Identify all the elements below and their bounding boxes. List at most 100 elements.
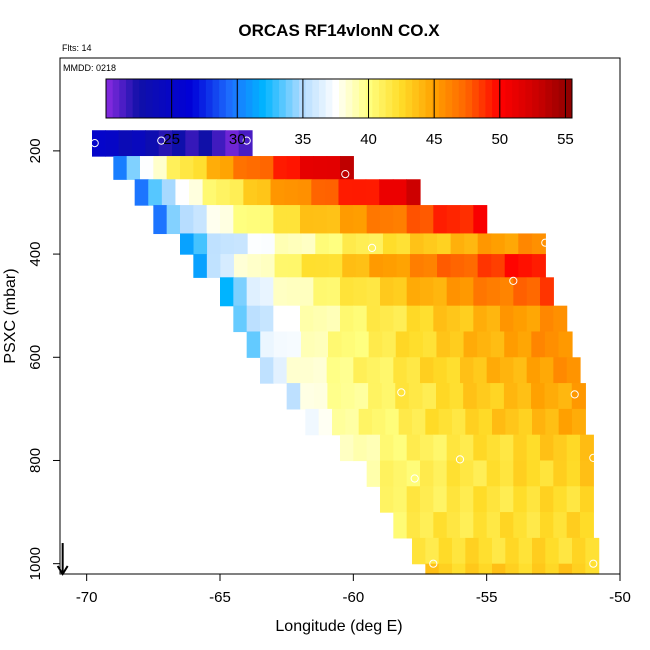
heatmap-cell <box>526 512 541 539</box>
heatmap-cell <box>274 233 289 255</box>
heatmap-cell <box>300 383 315 410</box>
y-tick-label: 1000 <box>27 547 44 580</box>
colorbar-swatch <box>165 79 174 118</box>
heatmap-cell <box>206 254 222 278</box>
heatmap-cell <box>460 277 474 307</box>
heatmap-cell <box>260 331 275 358</box>
colorbar-swatch <box>285 79 293 118</box>
heatmap-cell <box>436 383 451 410</box>
heatmap-cell <box>473 277 488 307</box>
heatmap-cell <box>340 434 354 462</box>
heatmap-cell <box>566 512 581 539</box>
heatmap-cell <box>105 130 120 157</box>
heatmap-cell <box>500 434 514 462</box>
heatmap-cell <box>118 130 133 157</box>
heatmap-cell <box>566 486 581 513</box>
heatmap-cell <box>460 486 474 513</box>
heatmap-cell <box>433 486 448 513</box>
heatmap-cell <box>500 305 514 333</box>
heatmap-cell <box>438 537 453 565</box>
heatmap-cell <box>433 434 448 462</box>
heatmap-cell <box>353 277 368 307</box>
heatmap-cell <box>526 434 541 462</box>
heatmap-cell <box>460 305 474 333</box>
heatmap-cell <box>314 331 329 358</box>
heatmap-cell <box>504 254 519 278</box>
heatmap-cell <box>540 512 554 539</box>
heatmap-cell <box>433 357 448 384</box>
heatmap-cell <box>382 331 397 358</box>
heatmap-cell <box>406 512 421 539</box>
heatmap-cell <box>477 233 492 255</box>
heatmap-cell <box>380 486 394 513</box>
colorbar-ticks: 25 30 35 40 45 50 55 <box>163 79 574 148</box>
heatmap-cell <box>504 331 519 358</box>
heatmap-cell <box>473 434 488 462</box>
heatmap-cell <box>284 179 299 206</box>
heatmap-cell <box>544 383 559 410</box>
colorbar-swatch <box>205 79 214 118</box>
y-axis-label: PSXC (mbar) <box>2 268 19 363</box>
heatmap-cell <box>233 205 248 235</box>
colorbar-swatch <box>239 79 247 118</box>
heatmap-cell <box>355 331 370 358</box>
heatmap-cell <box>153 205 168 235</box>
colorbar-swatch <box>425 79 433 118</box>
heatmap-cell <box>132 130 146 157</box>
heatmap-cell <box>260 156 274 180</box>
heatmap-cell <box>518 408 533 436</box>
heatmap-cell <box>420 357 434 384</box>
colorbar-swatch <box>152 79 160 118</box>
colorbar-swatch <box>225 79 233 118</box>
heatmap-cell <box>500 512 514 539</box>
heatmap-cell <box>313 383 328 410</box>
heatmap-cell <box>233 156 248 180</box>
heatmap-cell <box>572 563 586 575</box>
heatmap-cell <box>246 277 261 307</box>
heatmap-cell <box>286 205 301 235</box>
heatmap-cell <box>406 179 421 206</box>
heatmap-cell <box>305 408 320 436</box>
heatmap-cell <box>340 277 354 307</box>
heatmap-cell <box>526 277 541 307</box>
heatmap-cell <box>526 486 541 513</box>
heatmap-cell <box>380 305 394 333</box>
heatmap-cell <box>172 130 186 157</box>
heatmap-cell <box>220 254 235 278</box>
heatmap-cell <box>220 156 234 180</box>
sample-marker <box>242 136 251 145</box>
heatmap-cell <box>513 486 528 513</box>
colorbar-swatch <box>472 79 480 118</box>
heatmap-cell <box>532 537 546 565</box>
colorbar-swatch <box>259 79 267 118</box>
heatmap-cell <box>446 512 461 539</box>
colorbar-swatch <box>232 79 240 118</box>
colorbar-swatch <box>412 79 420 118</box>
colorbar-swatch <box>145 79 154 118</box>
heatmap-cell <box>465 537 480 565</box>
heatmap-cell <box>153 156 168 180</box>
heatmap-cell <box>486 486 501 513</box>
colorbar-swatch <box>452 79 460 118</box>
heatmap-cell <box>380 434 394 462</box>
heatmap-cell <box>368 383 383 410</box>
colorbar-swatch <box>245 79 253 118</box>
heatmap-cell <box>353 205 368 235</box>
heatmap-cell <box>500 460 514 487</box>
heatmap-cell <box>166 156 181 180</box>
heatmap-cell <box>526 460 541 487</box>
heatmap-cell <box>380 277 394 307</box>
heatmap-cell <box>486 434 501 462</box>
heatmap-cell <box>531 254 546 278</box>
heatmap-cell <box>396 233 411 255</box>
heatmap-cell <box>450 233 465 255</box>
heatmap-cell <box>406 305 421 333</box>
colorbar-swatch <box>545 79 553 118</box>
colorbar-swatch <box>398 79 407 118</box>
heatmap-cell <box>436 331 451 358</box>
heatmap-cell <box>180 156 194 180</box>
colorbar-swatch <box>312 79 320 118</box>
heatmap-cell <box>220 277 234 307</box>
heatmap-cell <box>446 205 461 235</box>
